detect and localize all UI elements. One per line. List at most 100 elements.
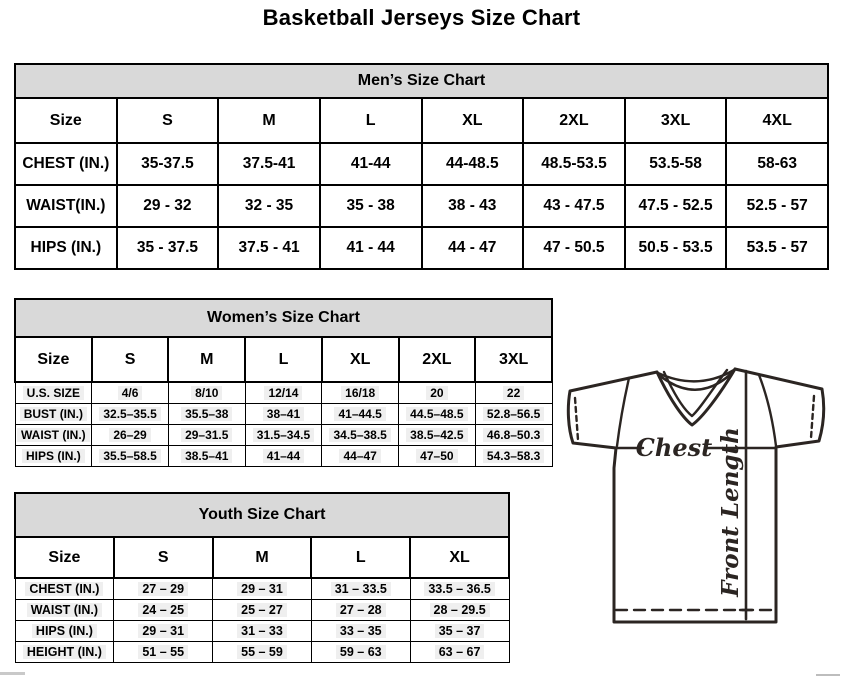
table-cell: 44-48.5 <box>420 142 525 186</box>
table-cell: 44–47 <box>321 445 400 467</box>
highlighted-text: 32.5–35.5 <box>99 407 161 421</box>
highlighted-text: 38–41 <box>262 407 305 421</box>
highlighted-text: 29–31.5 <box>181 428 233 442</box>
highlighted-text: 38.5–42.5 <box>406 428 468 442</box>
table-cell: 25 – 27 <box>212 599 312 621</box>
highlighted-text: 33 – 35 <box>335 624 386 638</box>
table-cell: 29 – 31 <box>113 620 214 642</box>
size-column-header: Size <box>14 336 93 383</box>
highlighted-text: 33.5 – 36.5 <box>424 582 495 596</box>
horizontal-scrollbar-fragment-left[interactable] <box>0 672 25 675</box>
highlighted-text: 47–50 <box>416 449 458 463</box>
table-row: CHEST (IN.) 35-37.5 37.5-41 41-44 44-48.5 48.… <box>14 142 829 186</box>
size-column-header: Size <box>14 97 118 144</box>
column-header: XL <box>409 536 510 579</box>
table-row: HIPS (IN.) 35 - 37.5 37.5 - 41 41 - 44 44 - … <box>14 226 829 270</box>
row-label: CHEST (IN.) <box>14 142 118 186</box>
table-cell: 47–50 <box>398 445 476 467</box>
table-title: Youth Size Chart <box>14 492 510 538</box>
table-cell: 29 – 31 <box>212 577 312 600</box>
highlighted-text: 54.3–58.3 <box>482 449 545 463</box>
highlighted-text: 29 – 31 <box>237 582 287 596</box>
table-cell: 38.5–41 <box>167 445 246 467</box>
highlighted-text: 16/18 <box>341 386 380 400</box>
table-cell: 22 <box>474 381 553 404</box>
column-header: 3XL <box>474 336 553 383</box>
highlighted-text: 52.8–56.5 <box>482 407 545 421</box>
table-cell: 35 – 37 <box>409 620 510 642</box>
row-label: U.S. SIZE <box>14 381 93 404</box>
table-cell: 52.5 - 57 <box>725 184 829 228</box>
highlighted-text: HIPS (IN.) <box>31 624 97 638</box>
highlighted-text: 31.5–34.5 <box>252 428 315 442</box>
table-row: WAIST(IN.) 29 - 32 32 - 35 35 - 38 38 - 43 43… <box>14 184 829 228</box>
table-cell: 44 - 47 <box>420 226 525 270</box>
highlighted-text: 31 – 33.5 <box>330 582 391 596</box>
table-row: WAIST (IN.) 24 – 25 25 – 27 27 – 28 28 – 29.… <box>14 599 510 621</box>
table-cell: 20 <box>398 381 476 404</box>
column-header: XL <box>420 97 525 144</box>
horizontal-scrollbar-fragment-right[interactable] <box>816 674 840 676</box>
table-cell: 53.5 - 57 <box>725 226 829 270</box>
table-cell: 58-63 <box>725 142 829 186</box>
table-row: HIPS (IN.) 35.5–58.5 38.5–41 41–44 44–47 47–5… <box>14 445 553 467</box>
column-header: S <box>90 336 170 383</box>
highlighted-text: 41–44 <box>262 449 305 463</box>
table-cell: 59 – 63 <box>310 641 411 663</box>
highlighted-text: 35 – 37 <box>434 624 485 638</box>
table-cell: 31.5–34.5 <box>244 424 323 446</box>
column-header: 2XL <box>522 97 626 144</box>
table-cell: 44.5–48.5 <box>398 403 476 425</box>
table-cell: 35 - 37.5 <box>115 226 220 270</box>
highlighted-text: 25 – 27 <box>237 603 287 617</box>
highlighted-text: CHEST (IN.) <box>25 582 104 596</box>
jersey-diagram-icon: Chest Front Length <box>566 367 826 624</box>
highlighted-text: 28 – 29.5 <box>429 603 490 617</box>
highlighted-text: 63 – 67 <box>434 645 485 659</box>
mens-size-chart-table: Men’s Size Chart Size S M L XL 2XL 3XL 4XL CHEST … <box>14 63 829 270</box>
table-cell: 41–44.5 <box>321 403 400 425</box>
table-cell: 41-44 <box>318 142 423 186</box>
jersey-measurement-diagram: Chest Front Length <box>558 356 842 632</box>
vneck-inner <box>662 368 729 418</box>
table-row: HEIGHT (IN.) 51 – 55 55 – 59 59 – 63 63 – 67 <box>14 641 510 663</box>
table-cell: 33 – 35 <box>310 620 411 642</box>
table-cell: 63 – 67 <box>409 641 510 663</box>
table-cell: 31 – 33.5 <box>310 577 411 600</box>
table-title: Men’s Size Chart <box>14 63 829 99</box>
highlighted-text: 22 <box>502 386 525 400</box>
table-cell: 38.5–42.5 <box>398 424 476 446</box>
highlighted-text: 27 – 28 <box>335 603 386 617</box>
table-cell: 52.8–56.5 <box>474 403 553 425</box>
highlighted-text: HIPS (IN.) <box>22 449 85 463</box>
table-cell: 24 – 25 <box>113 599 214 621</box>
table-cell: 33.5 – 36.5 <box>409 577 510 600</box>
row-label: HIPS (IN.) <box>14 620 115 642</box>
highlighted-text: 55 – 59 <box>237 645 287 659</box>
table-cell: 35 - 38 <box>318 184 423 228</box>
column-header: L <box>310 536 412 579</box>
table-cell: 37.5-41 <box>217 142 321 186</box>
highlighted-text: 35.5–58.5 <box>99 449 161 463</box>
column-header: M <box>211 536 313 579</box>
column-header: L <box>318 97 423 144</box>
size-column-header: Size <box>14 536 115 579</box>
right-sleeve-trim-dashed <box>809 394 816 440</box>
highlighted-text: 27 – 29 <box>138 582 189 596</box>
front-length-label: Front Length <box>717 427 744 598</box>
highlighted-text: 44–47 <box>339 449 381 463</box>
highlighted-text: 51 – 55 <box>138 645 189 659</box>
table-row: BUST (IN.) 32.5–35.5 35.5–38 38–41 41–44.5 44… <box>14 403 553 425</box>
column-header: 2XL <box>397 336 477 383</box>
highlighted-text: 38.5–41 <box>181 449 233 463</box>
table-title: Women’s Size Chart <box>14 298 553 338</box>
column-header: M <box>217 97 321 144</box>
table-cell: 47 - 50.5 <box>522 226 626 270</box>
table-cell: 35.5–38 <box>167 403 246 425</box>
left-sleeve-trim-dashed <box>573 396 580 442</box>
table-cell: 35-37.5 <box>115 142 220 186</box>
row-label: WAIST(IN.) <box>14 184 118 228</box>
vneck-outer <box>655 367 737 427</box>
table-cell: 35.5–58.5 <box>91 445 169 467</box>
